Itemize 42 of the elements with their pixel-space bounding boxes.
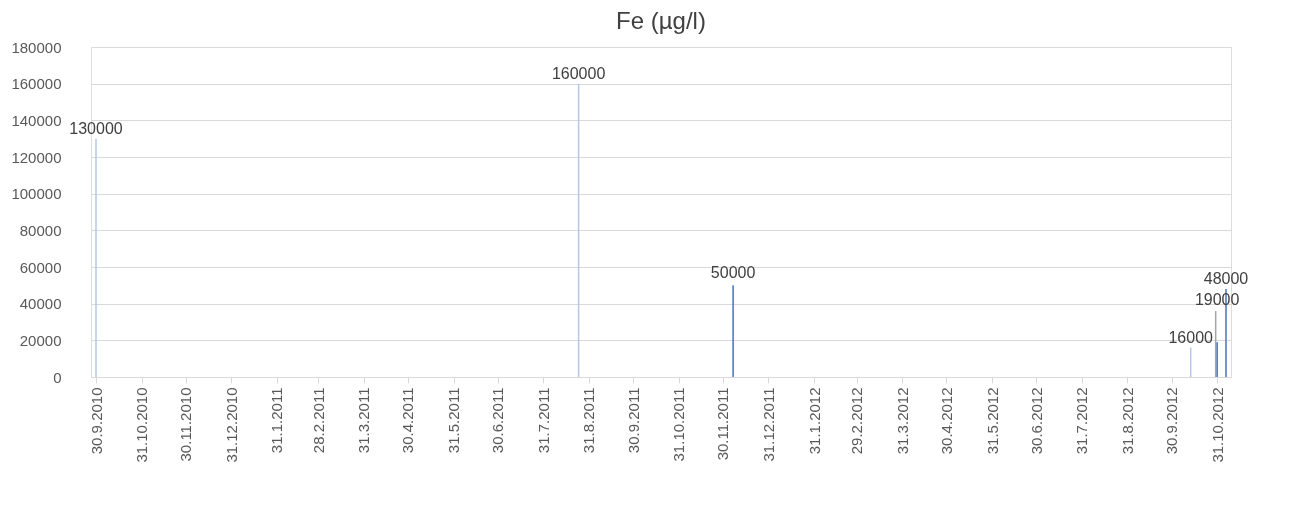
y-tick-label: 60000 [19,258,62,276]
x-tick-label: 31.1.2012 [805,387,823,455]
y-tick-label: 120000 [11,148,62,166]
x-tick-label: 30.11.2011 [714,387,732,461]
x-tick-label: 31.10.2012 [1208,387,1226,463]
x-tick-label: 31.3.2011 [355,387,373,454]
y-tick-label: 160000 [11,75,62,93]
x-tick-label: 29.2.2012 [848,387,866,455]
x-tick-label: 30.4.2011 [399,387,417,454]
x-tick-label: 31.7.2011 [534,387,552,454]
x-tick-label: 31.5.2011 [445,387,463,454]
y-tick-label: 40000 [19,295,62,313]
y-tick-label: 0 [53,368,62,386]
x-tick-label: 30.11.2010 [177,387,195,462]
data-label: 48000 [1203,270,1249,287]
y-tick-label: 100000 [11,185,62,203]
x-tick-label: 31.12.2011 [759,387,777,462]
y-tick-label: 180000 [11,38,62,56]
x-tick-label: 31.12.2010 [222,387,240,463]
x-tick-label: 31.10.2011 [670,387,688,462]
data-label: 50000 [710,264,756,282]
x-tick-label: 31.8.2012 [1118,387,1136,455]
data-label: 16000 [1168,328,1214,346]
x-tick-label: 30.9.2011 [624,387,642,454]
y-tick-label: 20000 [19,331,62,349]
data-label: 130000 [69,119,123,137]
x-tick-label: 30.9.2012 [1163,387,1181,455]
x-tick-label: 31.7.2012 [1073,387,1091,455]
x-tick-label: 30.4.2012 [937,387,955,455]
data-label: 160000 [551,64,606,82]
x-tick-label: 31.10.2010 [133,387,151,463]
x-tick-label: 30.9.2010 [87,387,105,455]
x-tick-label: 31.3.2012 [893,387,911,455]
y-tick-label: 80000 [19,221,62,239]
x-tick-label: 30.6.2011 [489,387,507,454]
chart-title: Fe (µg/l) [616,7,706,34]
x-tick-label: 28.2.2011 [309,387,327,454]
x-tick-label: 31.5.2012 [983,387,1001,455]
x-tick-label: 31.8.2011 [580,387,598,454]
x-tick-label: 30.6.2012 [1027,387,1045,455]
x-tick-label: 31.1.2011 [268,387,286,454]
y-tick-label: 140000 [11,111,62,129]
